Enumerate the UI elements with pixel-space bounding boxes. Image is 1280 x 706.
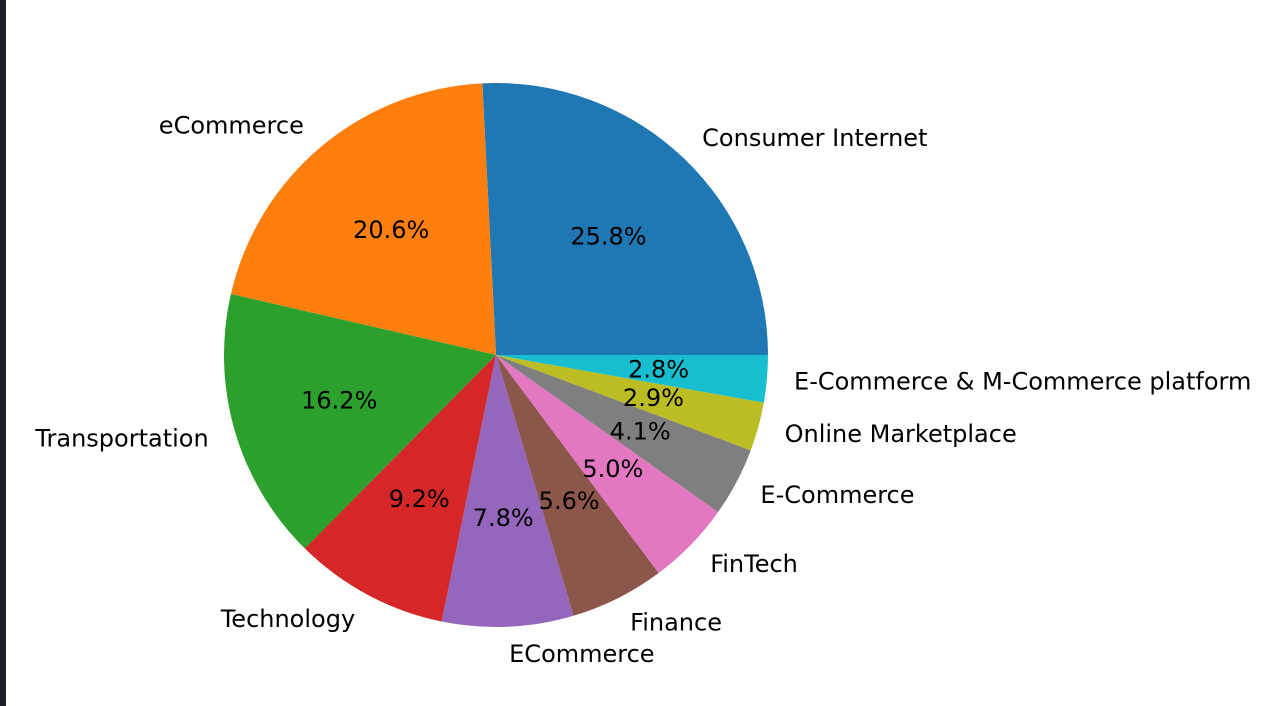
pct-label-ecommerce: 20.6% xyxy=(353,216,429,244)
pct-label-ecommerce: 7.8% xyxy=(473,504,534,532)
slice-ecommerce xyxy=(441,355,574,627)
category-label-e-commerce: E-Commerce xyxy=(760,481,914,509)
category-label-transportation: Transportation xyxy=(34,424,208,452)
slice-finance xyxy=(496,355,659,616)
slice-fintech xyxy=(496,355,719,574)
pct-label-e-commerce-and-m-commerce-platform: 2.8% xyxy=(628,355,689,383)
slice-technology xyxy=(304,355,496,622)
pct-label-transportation: 16.2% xyxy=(301,387,377,415)
slice-ecommerce xyxy=(230,83,496,356)
category-label-technology: Technology xyxy=(220,605,355,633)
slice-e-commerce xyxy=(496,355,751,513)
pie-slices xyxy=(224,83,768,627)
slice-consumer-internet xyxy=(482,83,768,355)
pct-label-online-marketplace: 2.9% xyxy=(623,384,684,412)
slice-online-marketplace xyxy=(496,355,764,451)
percentage-labels: 25.8% 20.6% 16.2% 9.2% 7.8%5.6% 5.0% 4.1% 2.9%2… xyxy=(301,216,689,532)
pct-label-consumer-internet: 25.8% xyxy=(570,223,646,251)
category-label-e-commerce-and-m-commerce-platform: E-Commerce & M-Commerce platform xyxy=(794,367,1251,395)
category-label-online-marketplace: Online Marketplace xyxy=(785,420,1017,448)
slice-e-commerce-and-m-commerce-platform xyxy=(496,355,768,403)
pct-label-e-commerce: 4.1% xyxy=(610,417,671,445)
category-label-fintech: FinTech xyxy=(710,550,798,578)
category-label-finance: Finance xyxy=(630,608,722,636)
pct-label-fintech: 5.0% xyxy=(582,455,643,483)
category-label-consumer-internet: Consumer Internet xyxy=(702,124,927,152)
slice-transportation xyxy=(224,293,497,549)
category-labels: Consumer Internet eCommerce Transportation… xyxy=(34,112,1251,668)
category-label-ecommerce: eCommerce xyxy=(159,112,304,140)
pct-label-finance: 5.6% xyxy=(539,487,600,515)
window-edge xyxy=(0,0,6,706)
pct-label-technology: 9.2% xyxy=(389,485,450,513)
category-label-ecommerce: ECommerce xyxy=(509,640,654,668)
